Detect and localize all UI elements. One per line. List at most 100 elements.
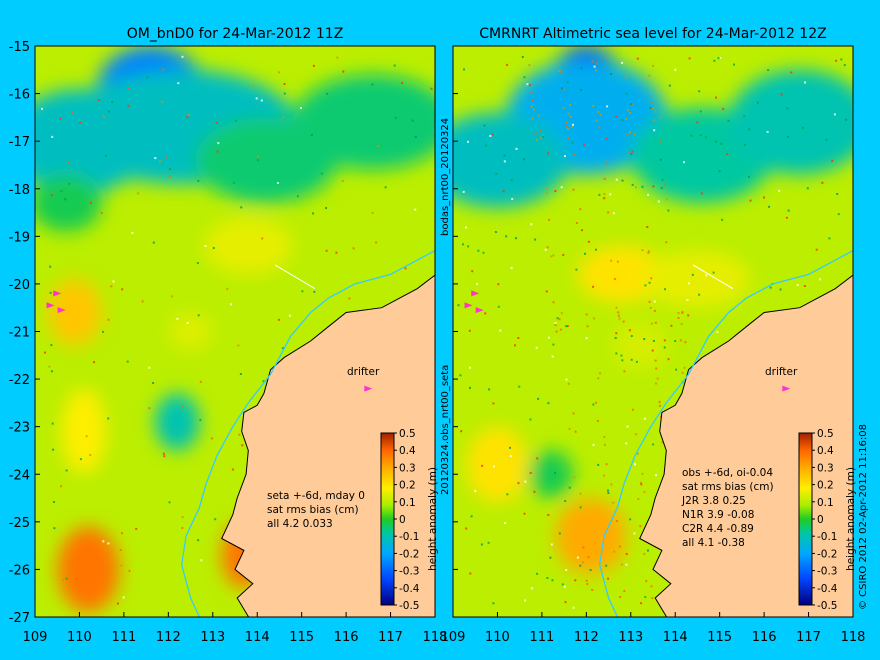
observation-point bbox=[606, 162, 609, 165]
colorbar-tick-label: 0.5 bbox=[817, 428, 834, 440]
observation-point bbox=[618, 545, 621, 548]
observation-point bbox=[661, 441, 664, 444]
observation-point bbox=[484, 312, 487, 315]
observation-point bbox=[564, 500, 567, 502]
observation-point bbox=[495, 172, 498, 175]
observation-point bbox=[615, 115, 618, 118]
observation-point bbox=[595, 248, 597, 251]
observation-point bbox=[652, 185, 655, 188]
observation-point bbox=[722, 108, 725, 111]
anomaly-blob bbox=[644, 250, 751, 308]
latitude-tick-label: -23 bbox=[9, 421, 30, 436]
observation-point bbox=[469, 386, 471, 389]
observation-point bbox=[727, 119, 730, 122]
observation-point bbox=[492, 402, 495, 405]
observation-point bbox=[531, 587, 534, 590]
observation-point bbox=[696, 121, 699, 124]
observation-point bbox=[562, 88, 565, 91]
observation-point bbox=[107, 542, 110, 545]
observation-point bbox=[647, 251, 650, 254]
observation-point bbox=[643, 491, 646, 494]
observation-point bbox=[718, 170, 721, 173]
observation-point bbox=[384, 186, 387, 189]
observation-point bbox=[649, 306, 652, 309]
observation-point bbox=[470, 515, 473, 518]
observation-point bbox=[529, 472, 532, 474]
observation-point bbox=[152, 241, 155, 244]
observation-point bbox=[715, 140, 718, 143]
observation-point bbox=[262, 380, 265, 383]
observation-point bbox=[650, 322, 653, 325]
colorbar-tick-label: 0 bbox=[399, 514, 406, 526]
observation-point bbox=[806, 187, 809, 190]
anomaly-blob bbox=[35, 88, 151, 194]
observation-point bbox=[530, 91, 533, 94]
observation-point bbox=[534, 238, 537, 241]
observation-point bbox=[630, 103, 632, 106]
colorbar-tick-label: 0.1 bbox=[399, 497, 416, 509]
observation-point bbox=[559, 328, 562, 331]
observation-point bbox=[659, 140, 661, 143]
observation-point bbox=[667, 209, 670, 212]
observation-point bbox=[653, 309, 656, 312]
observation-point bbox=[549, 556, 552, 559]
observation-point bbox=[325, 207, 328, 209]
colorbar-tick-label: -0.3 bbox=[399, 566, 420, 578]
latitude-tick-label: -17 bbox=[9, 135, 30, 150]
observation-point bbox=[352, 247, 355, 250]
observation-point bbox=[108, 110, 111, 113]
observation-point bbox=[766, 130, 769, 133]
observation-point bbox=[131, 231, 134, 234]
observation-point bbox=[615, 306, 618, 309]
left-map-title: OM_bnD0 for 24-Mar-2012 11Z bbox=[127, 26, 344, 42]
observation-point bbox=[152, 382, 155, 384]
observation-point bbox=[375, 241, 378, 244]
observation-point bbox=[102, 540, 105, 543]
observation-point bbox=[530, 223, 533, 226]
observation-point bbox=[514, 344, 516, 347]
observation-point bbox=[371, 211, 374, 214]
observation-point bbox=[585, 337, 588, 340]
observation-point bbox=[504, 522, 507, 524]
observation-point bbox=[468, 329, 471, 332]
observation-point bbox=[681, 371, 684, 374]
observation-point bbox=[603, 193, 606, 195]
observation-point bbox=[476, 283, 479, 286]
longitude-tick-label: 116 bbox=[752, 630, 777, 645]
observation-point bbox=[715, 96, 718, 99]
observation-point bbox=[779, 288, 782, 291]
observation-point bbox=[677, 312, 680, 314]
observation-point bbox=[552, 254, 555, 257]
observation-point bbox=[618, 317, 621, 320]
observation-point bbox=[653, 129, 656, 132]
observation-point bbox=[690, 134, 693, 137]
observation-point bbox=[482, 251, 485, 254]
credit-label: © CSIRO 2012 02-Apr-2012 11:16:08 bbox=[858, 424, 869, 610]
observation-point bbox=[595, 69, 598, 72]
observation-point bbox=[654, 382, 657, 385]
colorbar-tick-label: 0.5 bbox=[399, 428, 416, 440]
observation-point bbox=[748, 175, 750, 178]
observation-point bbox=[547, 152, 549, 155]
anomaly-blob bbox=[203, 217, 293, 275]
observation-point bbox=[197, 539, 200, 542]
latitude-tick-label: -19 bbox=[9, 230, 30, 245]
observation-point bbox=[733, 63, 735, 66]
observation-point bbox=[628, 329, 631, 332]
observation-point bbox=[748, 128, 751, 131]
observation-point bbox=[644, 596, 647, 599]
observation-point bbox=[506, 493, 509, 496]
observation-point bbox=[51, 422, 54, 425]
observation-point bbox=[503, 160, 506, 163]
observation-point bbox=[651, 349, 654, 352]
observation-point bbox=[617, 314, 620, 317]
observation-point bbox=[587, 556, 590, 559]
observation-point bbox=[552, 301, 555, 304]
observation-point bbox=[720, 142, 723, 145]
observation-point bbox=[181, 516, 184, 519]
observation-point bbox=[653, 300, 656, 303]
observation-point bbox=[796, 284, 799, 287]
observation-point bbox=[545, 290, 548, 293]
observation-point bbox=[664, 288, 666, 291]
observation-point bbox=[214, 518, 217, 521]
